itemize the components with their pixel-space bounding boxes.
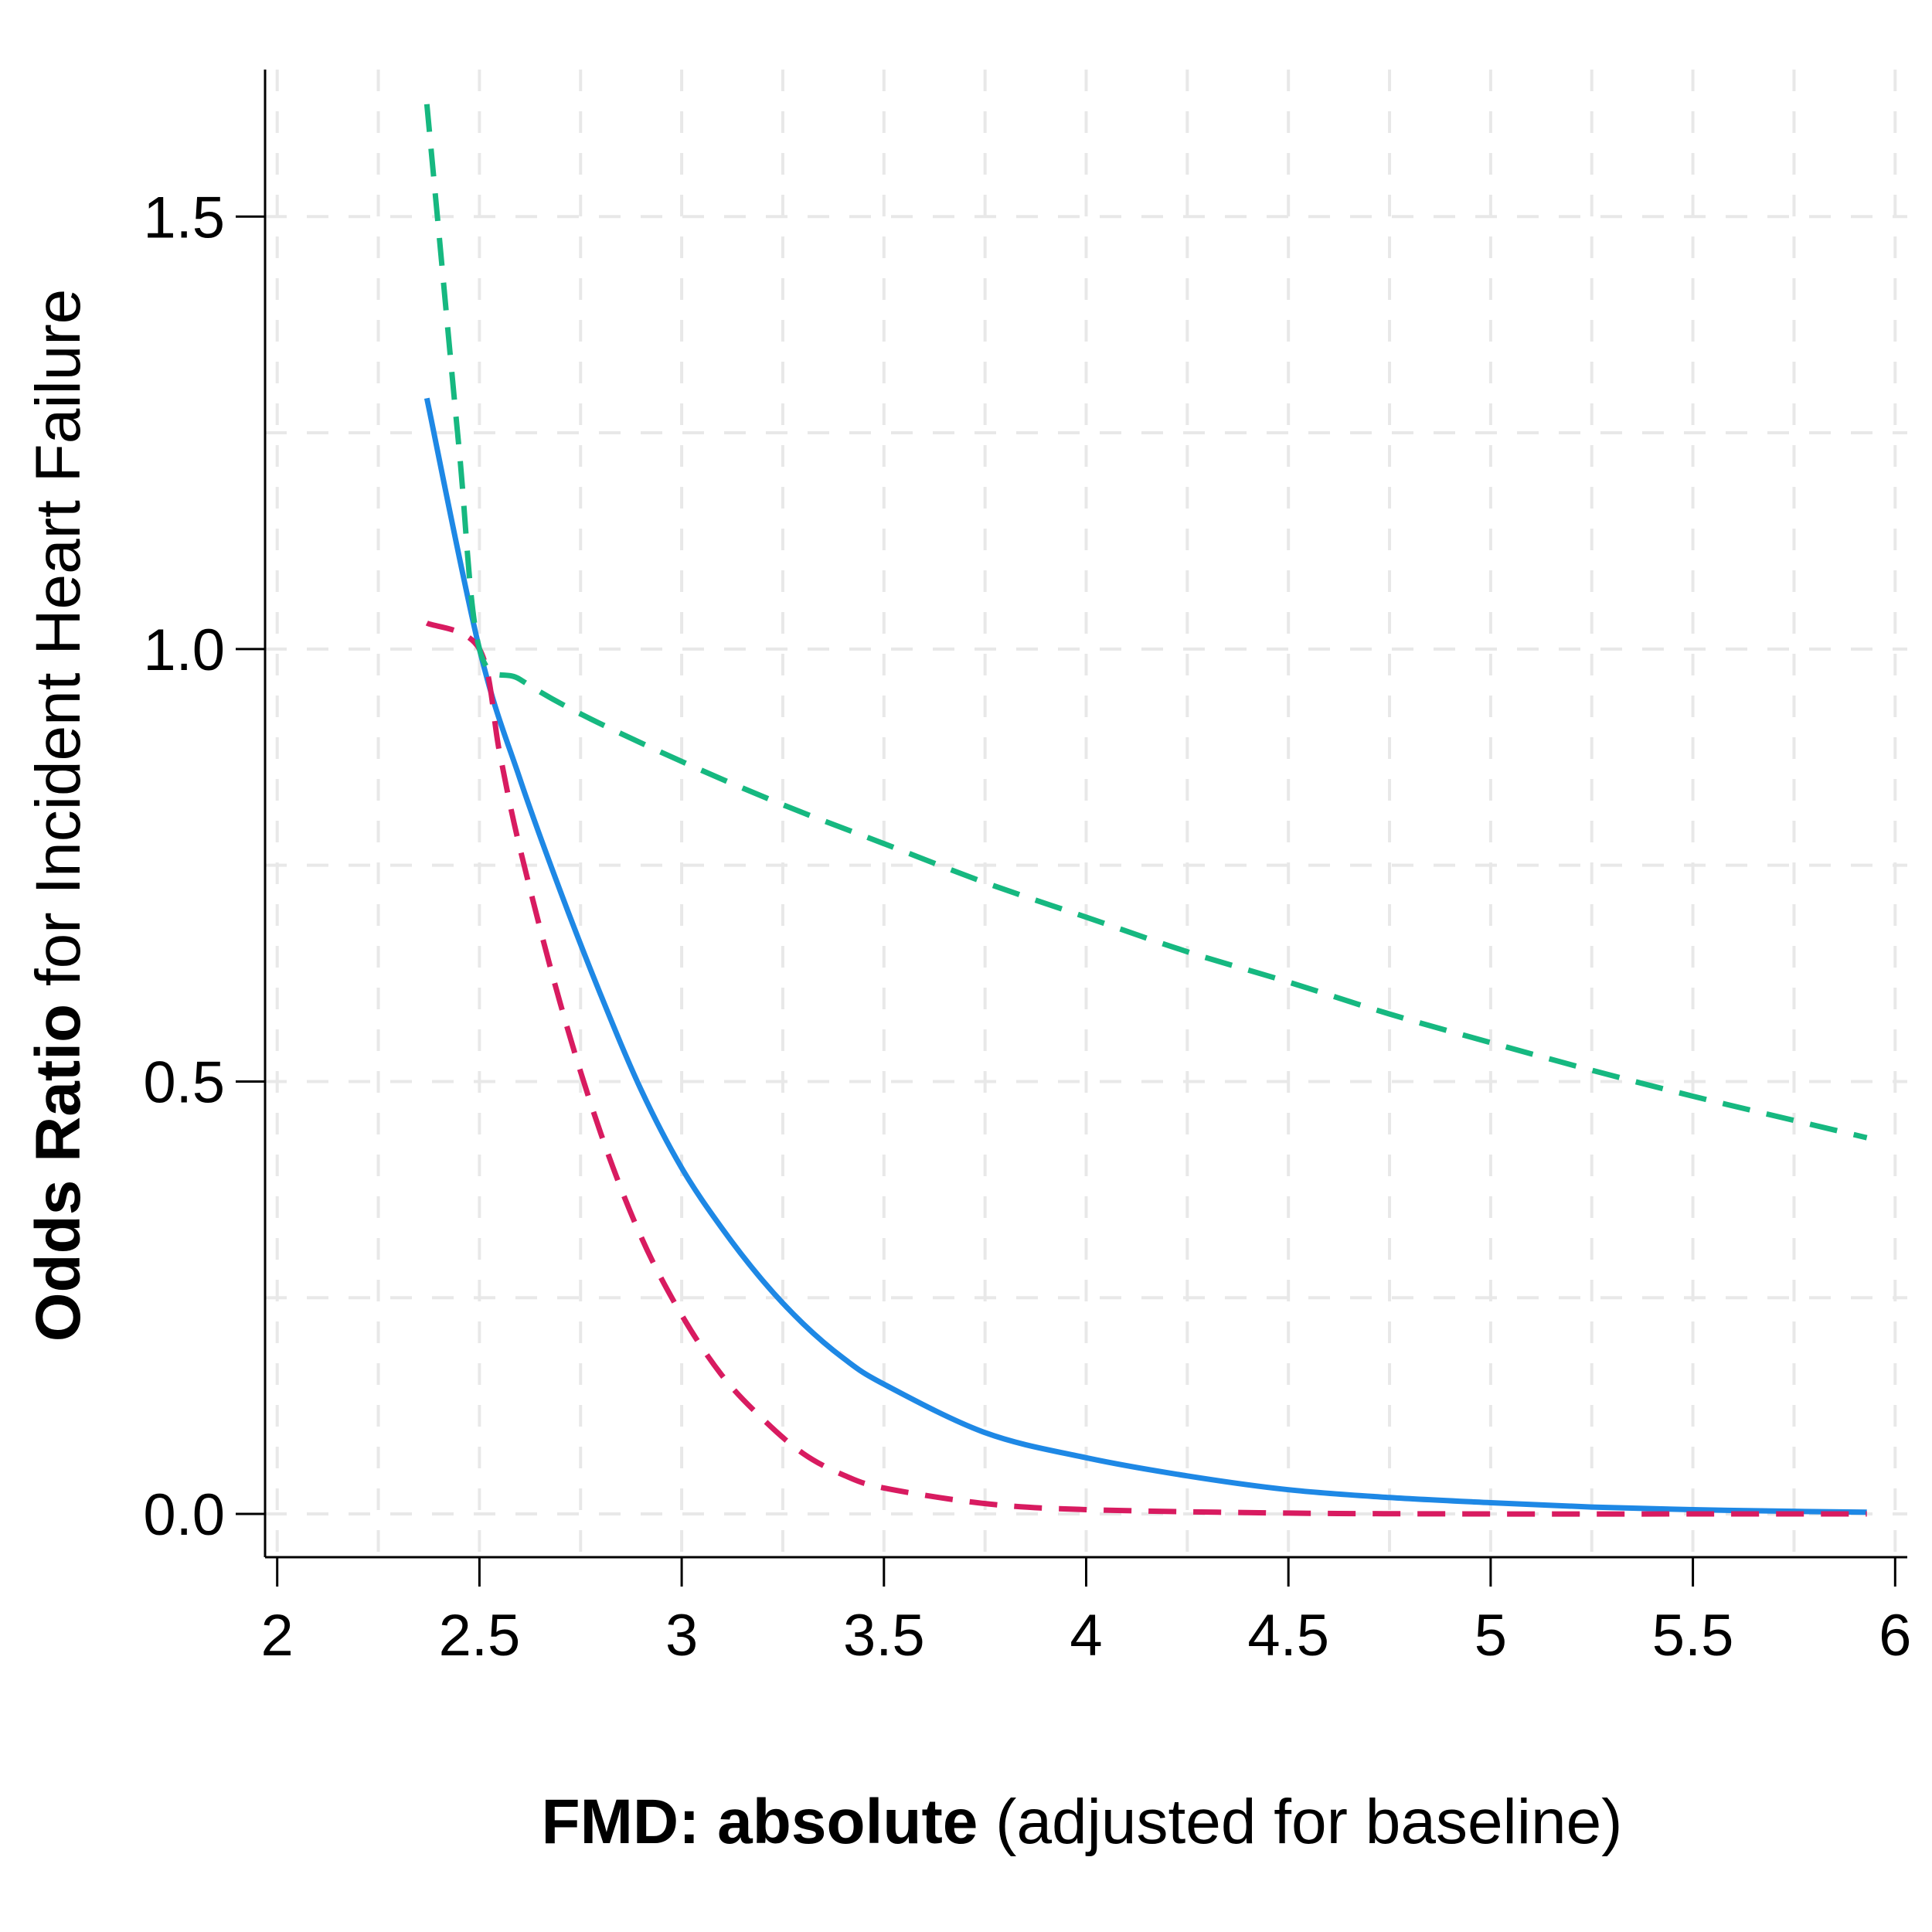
x-axis-title-bold: FMD: absolute — [541, 1787, 978, 1857]
x-axis-title: FMD: absolute (adjusted for baseline) — [541, 1787, 1622, 1857]
x-tick-label: 2.5 — [439, 1603, 521, 1668]
y-axis-title-rest: for Incident Heart Failure — [23, 289, 94, 1004]
x-tick-label: 5 — [1475, 1603, 1507, 1668]
y-axis-title-bold: Odds Ratio — [23, 1004, 94, 1342]
x-axis-title-rest: (adjusted for baseline) — [978, 1787, 1622, 1857]
series-line-3 — [423, 104, 1868, 1141]
tick-labels: 2 2.5 3 3.5 4 4.5 5 5.5 6 0.0 0.5 1.0 1.5 — [143, 185, 1911, 1668]
x-tick-label: 3.5 — [843, 1603, 925, 1668]
series-line-1 — [423, 397, 1867, 1515]
x-tick-label: 3 — [665, 1603, 698, 1668]
x-tick-label: 4 — [1070, 1603, 1102, 1668]
x-tick-label: 2 — [261, 1603, 294, 1668]
series-lines — [423, 104, 1868, 1517]
y-tick-label: 0.5 — [143, 1049, 225, 1115]
y-tick-label: 1.5 — [143, 185, 225, 250]
x-tick-label: 5.5 — [1652, 1603, 1734, 1668]
y-axis-title: Odds Ratio for Incident Heart Failure — [23, 289, 94, 1342]
y-tick-label: 0.0 — [143, 1482, 225, 1548]
x-tick-label: 4.5 — [1247, 1603, 1329, 1668]
series-line-2 — [425, 621, 1867, 1517]
axes — [236, 70, 1907, 1587]
x-tick-label: 6 — [1879, 1603, 1911, 1668]
y-tick-label: 1.0 — [143, 617, 225, 683]
